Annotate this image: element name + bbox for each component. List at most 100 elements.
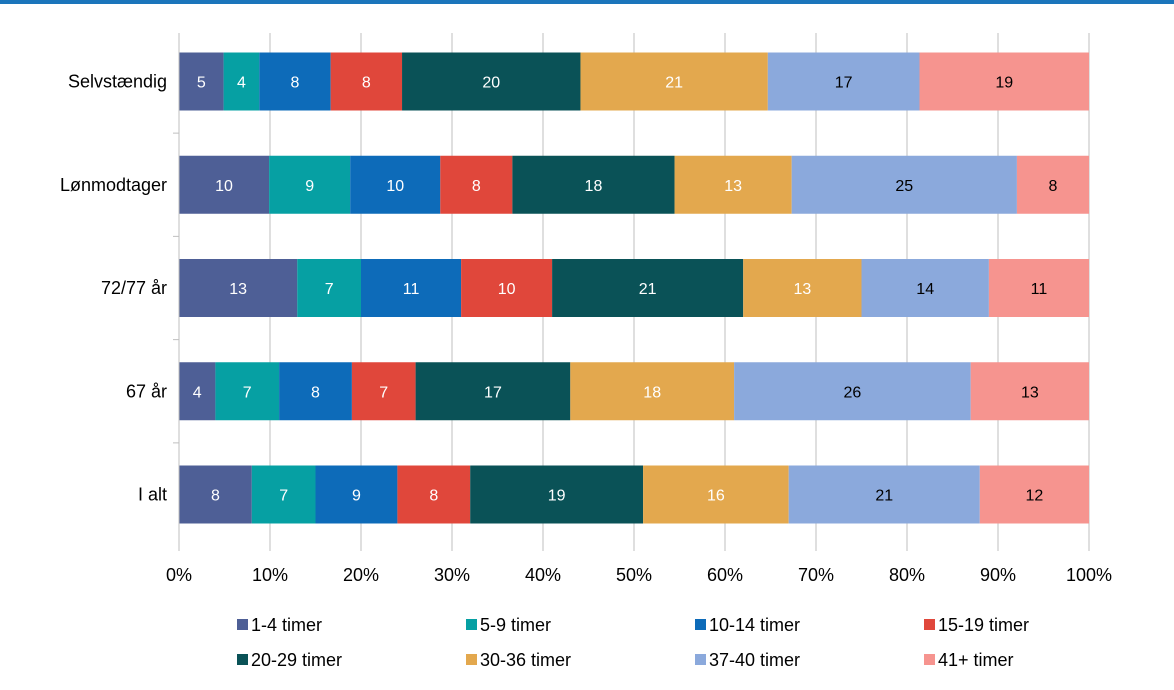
bar-segment: [215, 362, 280, 421]
legend-label: 37-40 timer: [709, 650, 800, 670]
x-tick-label: 60%: [707, 565, 743, 585]
data-label: 4: [193, 384, 202, 401]
x-tick-label: 0%: [166, 565, 192, 585]
category-label: Lønmodtager: [60, 175, 167, 195]
bar-segment: [330, 52, 403, 111]
legend-item: 1-4 timer: [237, 615, 322, 635]
bar-segment: [791, 155, 1017, 214]
data-label: 17: [484, 384, 502, 401]
data-label: 11: [1031, 281, 1048, 298]
data-label: 7: [325, 281, 334, 298]
legend-swatch: [695, 654, 706, 665]
bar-segment: [259, 52, 331, 111]
data-label: 7: [243, 384, 252, 401]
category-label: Selvstændig: [68, 72, 167, 92]
bar-segment: [643, 465, 789, 524]
bar-segment: [361, 259, 462, 317]
data-label: 13: [724, 178, 742, 195]
bar-segment: [734, 362, 971, 421]
category-label: I alt: [138, 485, 167, 505]
legend: 1-4 timer 5-9 timer 10-14 timer 15-19 timer…: [237, 615, 1029, 670]
x-tick-label: 90%: [980, 565, 1016, 585]
bar-segment: [767, 52, 920, 111]
data-label: 11: [403, 281, 420, 298]
data-label: 13: [1021, 384, 1039, 401]
data-label: 8: [211, 488, 220, 505]
data-label: 10: [386, 178, 404, 195]
bar-segment: [861, 259, 989, 317]
bar-segment: [788, 465, 980, 524]
bar-segment: [223, 52, 260, 111]
bar-segment: [570, 362, 735, 421]
bar-segment: [988, 259, 1089, 317]
bar-segment: [179, 155, 270, 214]
bar-segment: [315, 465, 398, 524]
data-label: 18: [643, 384, 661, 401]
legend-swatch: [695, 619, 706, 630]
data-label: 25: [895, 178, 913, 195]
bars: 5 4 8 8 20 21 17 19 10 9 10 8 18 13 25 8 13 7 11 10 21 13 14 11…: [179, 52, 1089, 524]
x-tick-label: 30%: [434, 565, 470, 585]
bar-segment: [297, 259, 361, 317]
bar-segment: [461, 259, 553, 317]
axes: 0% 10% 20% 30% 40% 50% 60% 70% 80% 90% 100% Selvstæ…: [60, 33, 1112, 585]
data-label: 8: [429, 488, 438, 505]
data-label: 16: [707, 488, 725, 505]
data-label: 8: [291, 75, 300, 92]
data-label: 20: [482, 75, 500, 92]
data-label: 9: [352, 488, 361, 505]
bar-segment: [1016, 155, 1089, 214]
legend-label: 5-9 timer: [480, 615, 551, 635]
legend-item: 41+ timer: [924, 650, 1014, 670]
data-label: 8: [472, 178, 481, 195]
legend-label: 41+ timer: [938, 650, 1014, 670]
x-tick-label: 20%: [343, 565, 379, 585]
legend-swatch: [466, 654, 477, 665]
bar-segment: [397, 465, 471, 524]
bar-segment: [512, 155, 675, 214]
x-tick-label: 70%: [798, 565, 834, 585]
legend-item: 5-9 timer: [466, 615, 551, 635]
bar-segment: [970, 362, 1089, 421]
data-label: 7: [379, 384, 388, 401]
legend-label: 15-19 timer: [938, 615, 1029, 635]
data-label: 12: [1026, 488, 1044, 505]
data-label: 26: [844, 384, 862, 401]
bar-segment: [179, 362, 216, 421]
legend-item: 15-19 timer: [924, 615, 1029, 635]
bar-segment: [351, 362, 416, 421]
legend-swatch: [237, 654, 248, 665]
bar-segment: [674, 155, 792, 214]
bar-segment: [440, 155, 513, 214]
data-label: 13: [229, 281, 247, 298]
data-label: 19: [548, 488, 566, 505]
legend-label: 30-36 timer: [480, 650, 571, 670]
bar-segment: [269, 155, 351, 214]
x-tick-label: 10%: [252, 565, 288, 585]
x-tick-label: 40%: [525, 565, 561, 585]
legend-swatch: [466, 619, 477, 630]
bar-segment: [919, 52, 1089, 111]
bar-segment: [415, 362, 571, 421]
data-label: 8: [1049, 178, 1058, 195]
bar-segment: [179, 465, 252, 524]
bar-segment: [251, 465, 316, 524]
bar-segment: [350, 155, 441, 214]
bar-segment: [402, 52, 581, 111]
x-tick-label: 50%: [616, 565, 652, 585]
data-label: 8: [362, 75, 371, 92]
data-label: 18: [585, 178, 603, 195]
legend-swatch: [924, 654, 935, 665]
data-label: 5: [197, 75, 206, 92]
top-rule: [0, 0, 1174, 4]
bar-segment: [179, 52, 224, 111]
bar-segment: [979, 465, 1089, 524]
data-label: 19: [995, 75, 1013, 92]
data-label: 21: [875, 488, 893, 505]
legend-item: 20-29 timer: [237, 650, 342, 670]
legend-swatch: [237, 619, 248, 630]
bar-segment: [743, 259, 862, 317]
legend-item: 10-14 timer: [695, 615, 800, 635]
legend-swatch: [924, 619, 935, 630]
